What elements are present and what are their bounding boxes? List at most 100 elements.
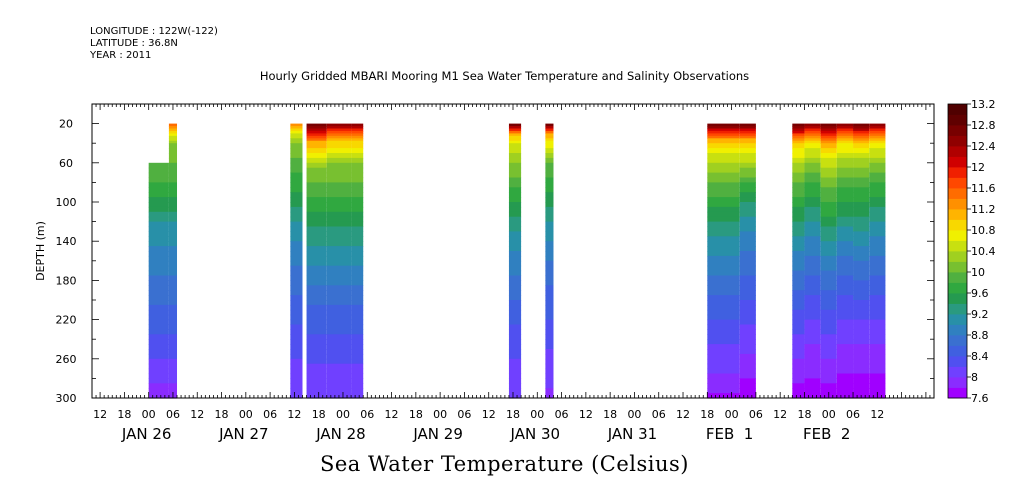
data-cell — [707, 130, 740, 134]
data-cell — [306, 290, 327, 296]
data-cell — [869, 148, 886, 154]
data-cell — [508, 260, 522, 267]
data-cell — [306, 300, 327, 306]
x-hour-tick-label: 06 — [263, 408, 277, 421]
data-cell — [351, 373, 364, 379]
data-cell — [351, 285, 364, 291]
data-cell — [290, 363, 303, 370]
data-cell — [306, 285, 327, 291]
data-cell — [290, 368, 303, 375]
data-cell — [148, 349, 169, 355]
data-cell — [508, 393, 522, 399]
data-cell — [836, 202, 854, 208]
data-cell — [869, 295, 886, 301]
data-cell — [820, 378, 837, 384]
data-cell — [508, 251, 522, 257]
data-cell — [351, 393, 364, 399]
data-cell — [820, 285, 837, 291]
x-hour-tick-label: 06 — [166, 408, 180, 421]
data-cell — [836, 388, 854, 394]
data-cell — [306, 246, 327, 252]
data-cell — [351, 300, 364, 306]
colorbar-swatch — [948, 314, 967, 325]
data-cell — [739, 304, 756, 311]
data-cell — [168, 260, 178, 267]
data-cell — [836, 353, 854, 360]
data-cell — [820, 143, 837, 149]
data-cell — [508, 363, 522, 370]
data-cell — [306, 388, 327, 394]
colorbar-tick-label: 10.8 — [971, 224, 996, 237]
data-cell — [148, 314, 169, 321]
data-cell — [306, 275, 327, 281]
data-cell — [306, 167, 327, 174]
data-cell — [351, 290, 364, 296]
data-cell — [545, 290, 554, 296]
data-cell — [168, 221, 178, 228]
data-cell — [739, 339, 756, 345]
data-cell — [869, 140, 886, 144]
data-cell — [804, 126, 821, 130]
data-cell — [792, 126, 805, 130]
x-hour-tick-label: 12 — [676, 408, 690, 421]
data-cell — [326, 309, 352, 316]
data-cell — [148, 246, 169, 252]
data-cell — [853, 334, 870, 340]
data-cell — [804, 123, 821, 127]
data-cell — [290, 211, 303, 218]
data-cell — [869, 126, 886, 130]
x-hour-tick-label: 12 — [579, 408, 593, 421]
data-cell — [804, 329, 821, 335]
data-cell — [820, 339, 837, 345]
data-cell — [326, 363, 352, 370]
data-cell — [853, 358, 870, 365]
data-cell — [739, 140, 756, 144]
data-segment — [820, 123, 837, 399]
data-cell — [148, 251, 169, 257]
data-cell — [869, 353, 886, 360]
data-cell — [290, 138, 303, 142]
data-cell — [168, 133, 178, 137]
data-cell — [545, 143, 554, 149]
data-cell — [290, 246, 303, 252]
data-cell — [820, 349, 837, 355]
y-tick-label: 220 — [56, 314, 77, 327]
x-hour-tick-label: 00 — [627, 408, 641, 421]
data-cell — [508, 177, 522, 183]
data-cell — [168, 128, 178, 132]
data-cell — [148, 319, 169, 326]
data-cell — [326, 275, 352, 281]
data-cell — [351, 182, 364, 188]
data-cell — [853, 197, 870, 203]
colorbar-swatch — [948, 198, 967, 210]
data-cell — [545, 255, 554, 262]
data-cell — [306, 140, 327, 144]
data-cell — [820, 295, 837, 301]
data-cell — [148, 329, 169, 335]
data-cell — [290, 126, 303, 130]
data-cell — [836, 255, 854, 262]
data-segment — [792, 123, 805, 399]
data-cell — [804, 197, 821, 203]
data-cell — [306, 344, 327, 350]
data-cell — [869, 260, 886, 267]
data-cell — [168, 329, 178, 335]
data-cell — [707, 290, 740, 296]
data-cell — [148, 368, 169, 375]
data-cell — [306, 133, 327, 137]
data-cell — [792, 138, 805, 142]
data-cell — [739, 319, 756, 326]
data-segment — [545, 123, 554, 399]
data-cell — [508, 309, 522, 316]
data-cell — [351, 319, 364, 326]
data-cell — [853, 123, 870, 127]
data-cell — [290, 187, 303, 193]
data-cell — [306, 353, 327, 360]
data-segment — [508, 123, 522, 399]
data-cell — [792, 290, 805, 296]
data-cell — [326, 138, 352, 142]
data-cell — [739, 290, 756, 296]
data-cell — [545, 177, 554, 183]
data-cell — [306, 378, 327, 384]
data-cell — [853, 319, 870, 326]
